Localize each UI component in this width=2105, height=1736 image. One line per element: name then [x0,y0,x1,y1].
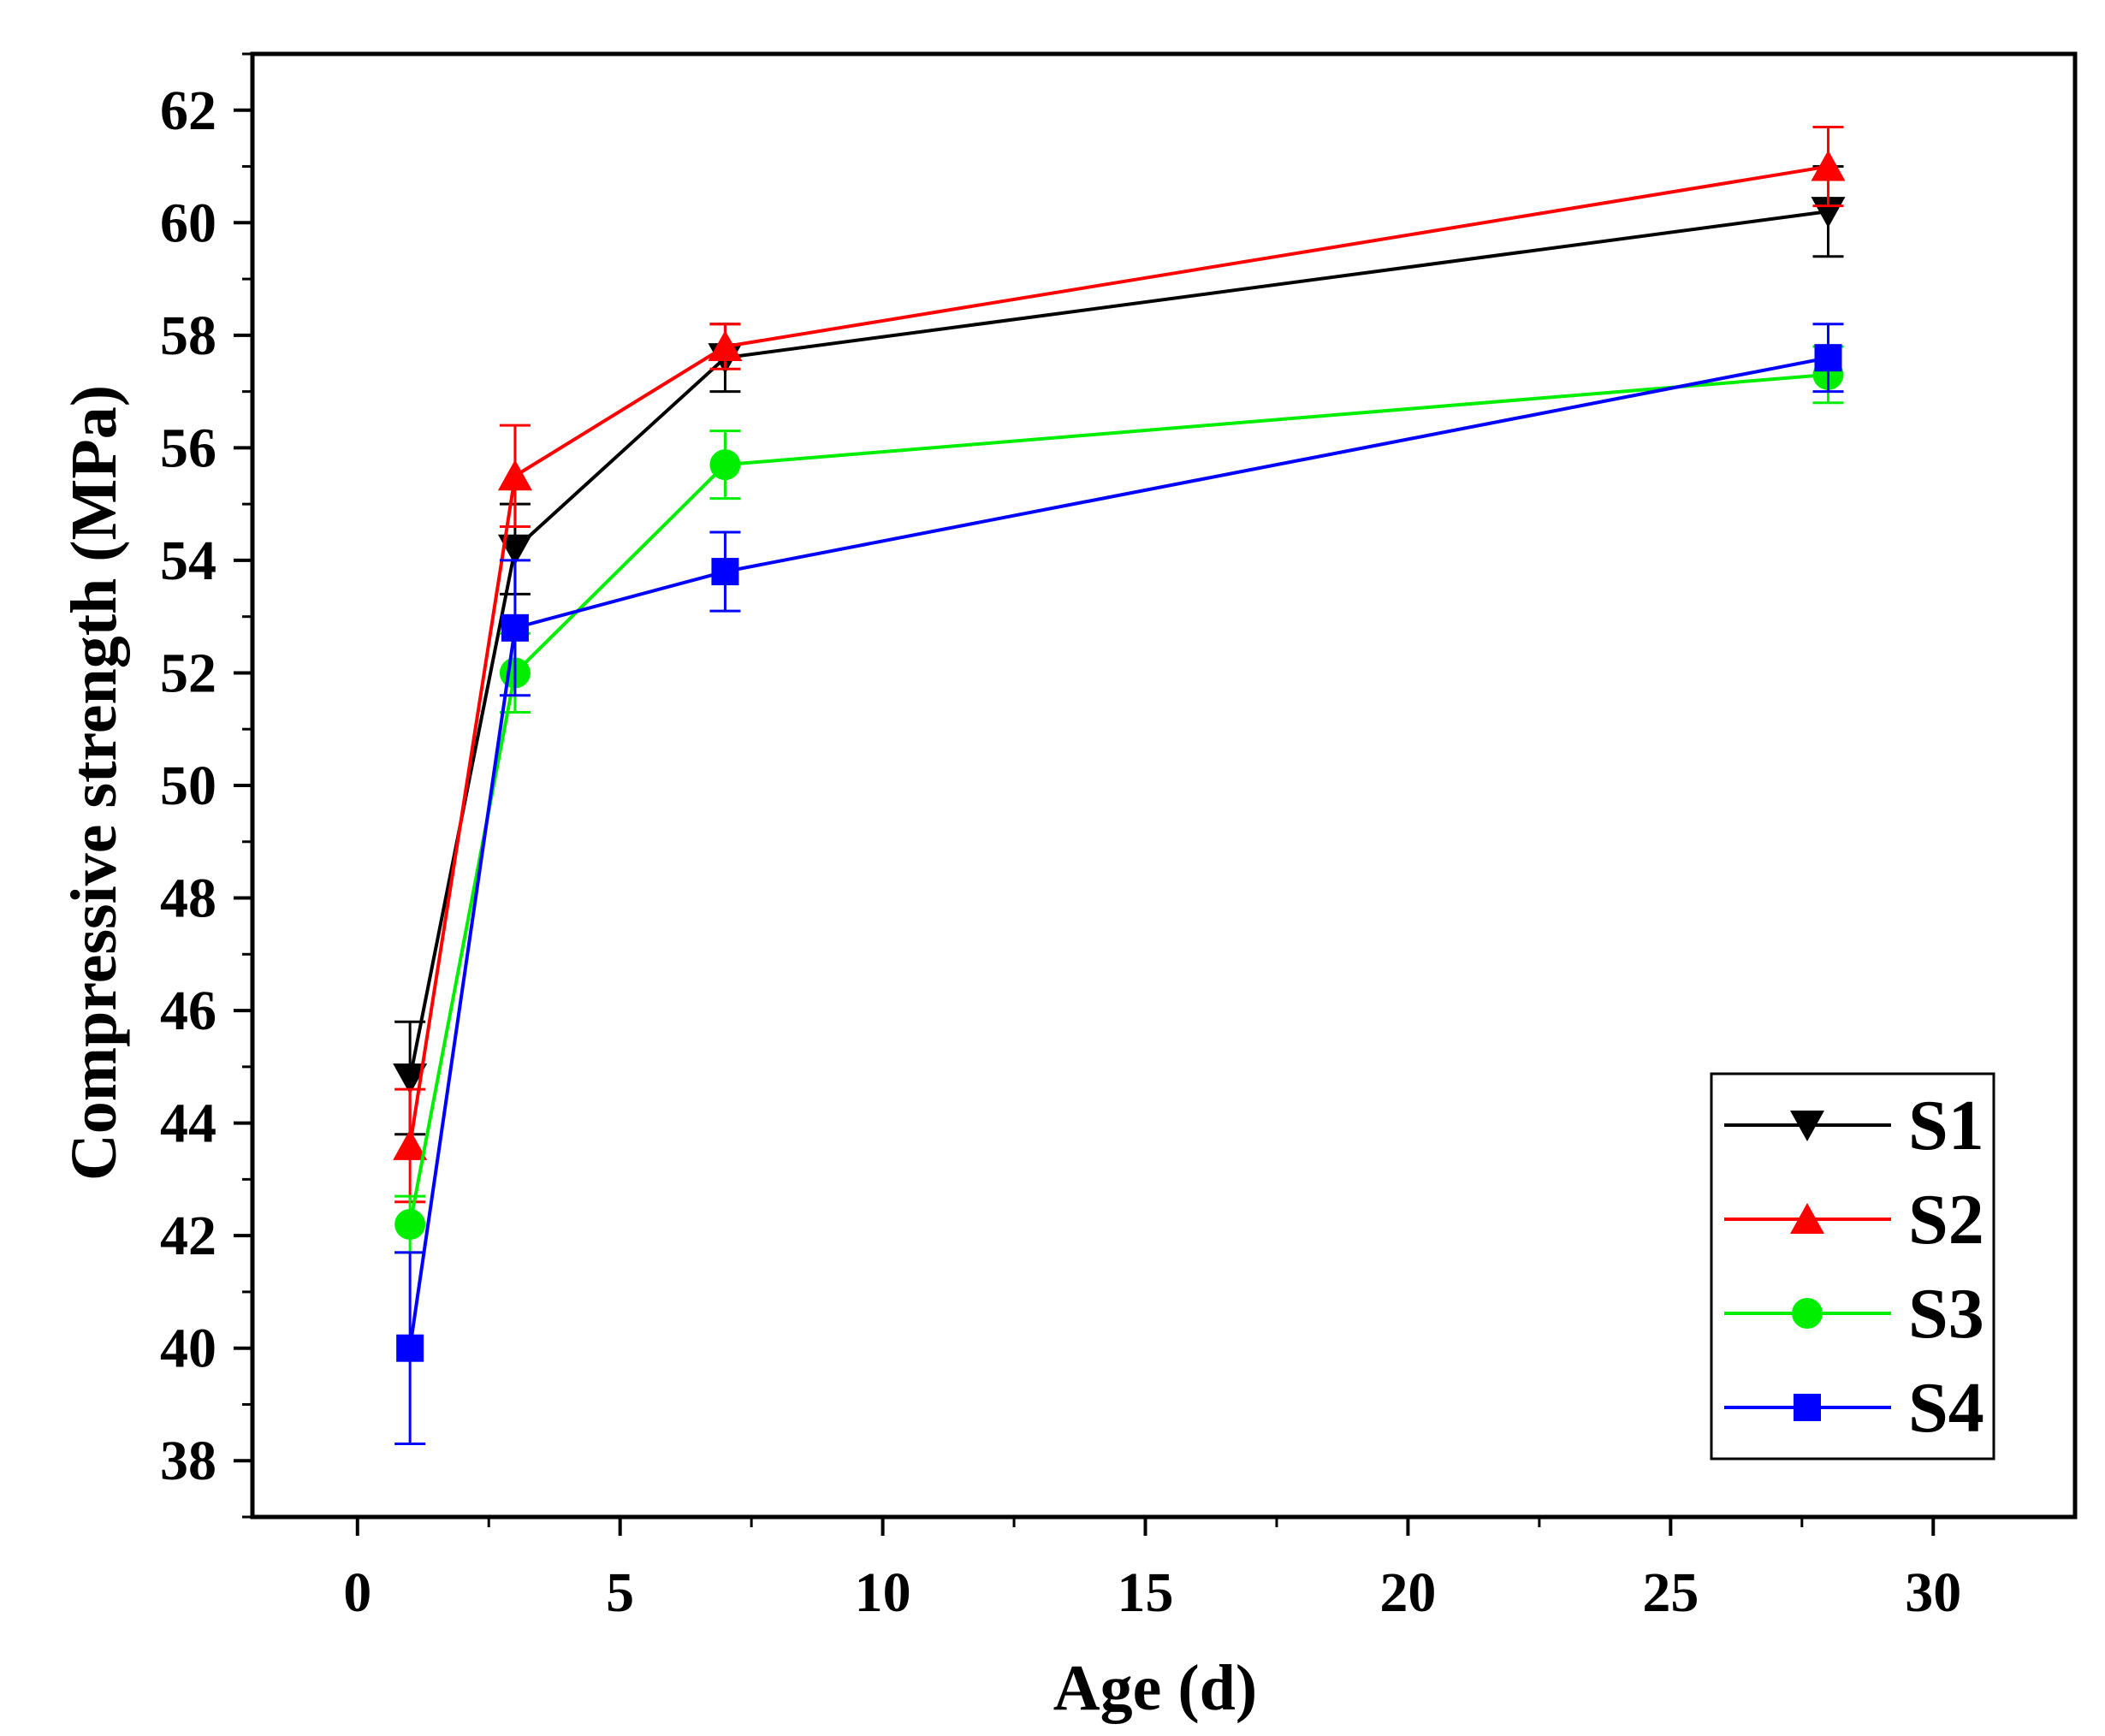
legend-label: S2 [1908,1180,1984,1259]
series-line [408,356,1829,1348]
data-point [396,1334,424,1362]
series-line [408,164,1829,1146]
y-tick-label: 44 [160,1093,216,1155]
y-tick-label: 54 [160,530,216,592]
data-point [501,613,529,642]
y-tick-label: 46 [160,980,216,1042]
series-line [408,210,1829,1079]
legend-marker [1792,1298,1823,1329]
y-axis-label: Compressive strength (MPa) [58,385,130,1181]
data-point [497,459,532,491]
data-point [708,330,743,361]
y-tick-label: 58 [160,305,216,367]
legend-marker [1794,1394,1821,1421]
y-tick-label: 50 [160,755,216,817]
y-tick-label: 56 [160,417,216,479]
y-tick-label: 38 [160,1430,216,1492]
x-tick-label: 5 [606,1561,634,1624]
legend-label: S3 [1908,1274,1984,1354]
data-point [497,534,532,566]
y-tick-label: 40 [160,1318,216,1380]
series-s1 [393,165,1846,1136]
series-layer [393,126,1846,1445]
x-tick-label: 15 [1118,1561,1174,1624]
y-tick-label: 52 [160,642,216,704]
x-tick-label: 25 [1642,1561,1699,1624]
y-axis: 38 40 42 44 46 48 50 52 54 56 58 60 62 [160,52,252,1519]
x-tick-label: 10 [855,1561,911,1624]
data-point [394,1209,426,1240]
data-point [711,558,739,586]
x-axis-label: Age (d) [1053,1652,1258,1724]
series-line [408,372,1829,1225]
series-s2 [393,126,1846,1204]
series-s4 [394,323,1844,1445]
data-point [709,449,741,481]
data-point [1811,150,1846,181]
x-tick-label: 20 [1379,1561,1436,1624]
legend: S1 S2 S3 S4 [1710,1072,1995,1460]
y-tick-label: 48 [160,868,216,930]
y-tick-label: 42 [160,1205,216,1267]
x-tick-label: 30 [1905,1561,1961,1624]
data-point [393,1129,428,1160]
y-tick-label: 60 [160,192,216,254]
y-tick-label: 62 [160,80,216,142]
series-s3 [394,345,1844,1254]
legend-label: S1 [1908,1086,1984,1165]
x-axis: 0 5 10 15 20 25 30 [343,1517,1961,1624]
data-point [393,1064,428,1094]
legend-marker [1790,1111,1824,1141]
legend-label: S4 [1908,1368,1984,1448]
data-point [1814,344,1842,372]
legend-marker [1790,1203,1824,1234]
x-tick-label: 0 [343,1561,371,1624]
legend-box [1710,1072,1995,1460]
